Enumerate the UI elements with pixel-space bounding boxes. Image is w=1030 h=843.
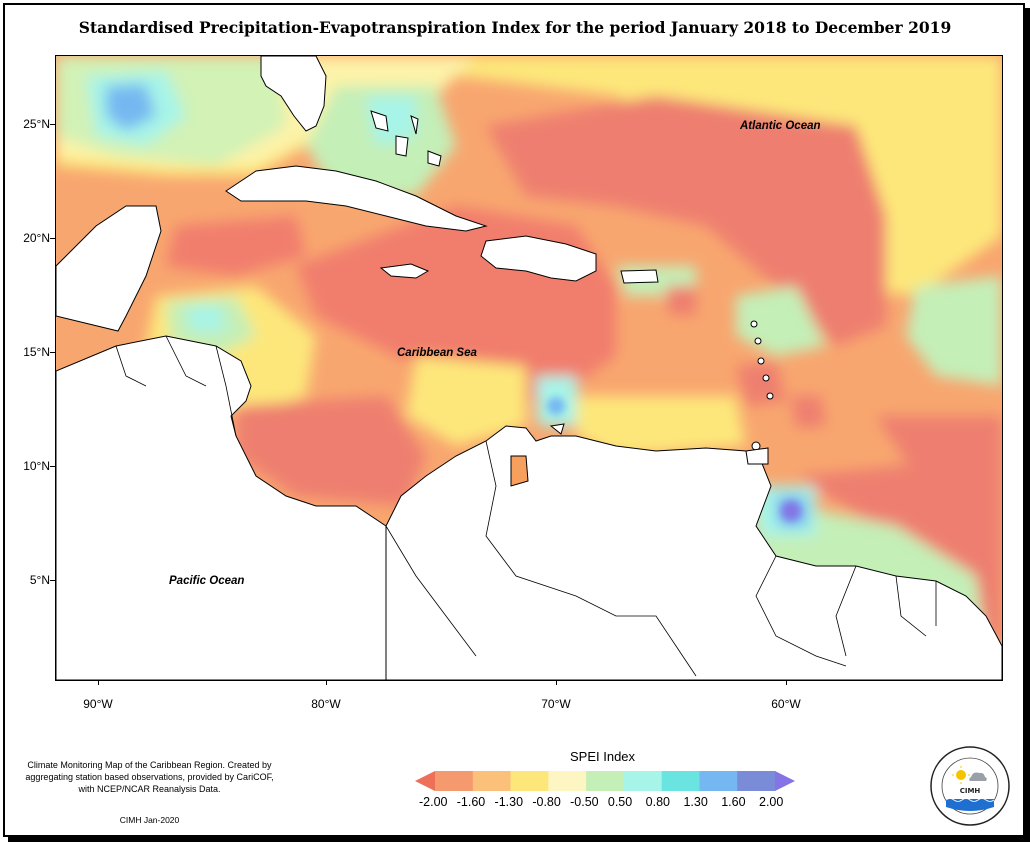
legend-swatch — [548, 771, 587, 791]
lat-label: 5°N — [29, 573, 50, 587]
lat-label: 10°N — [23, 459, 50, 473]
legend-swatch — [415, 771, 435, 791]
svg-text:CIMH: CIMH — [960, 787, 981, 795]
lat-tick — [50, 580, 55, 581]
caribbean-sea-label: Caribbean Sea — [397, 347, 477, 359]
legend-colorbar — [415, 771, 795, 791]
land-masses — [56, 56, 1002, 680]
lat-tick — [50, 466, 55, 467]
map-title: Standardised Precipitation-Evapotranspir… — [78, 18, 952, 37]
legend-swatch — [510, 771, 549, 791]
spei-contours — [56, 56, 1002, 668]
credits-date: CIMH Jan-2020 — [119, 815, 180, 825]
legend-swatch — [661, 771, 700, 791]
lon-tick — [98, 680, 99, 685]
legend-break-label: -2.00 — [419, 795, 448, 809]
legend-swatch — [586, 771, 625, 791]
legend-break-label: 0.80 — [645, 795, 670, 809]
lon-tick — [326, 680, 327, 685]
atlantic-ocean-label: Atlantic Ocean — [740, 120, 821, 132]
lon-label: 60°W — [771, 697, 801, 711]
lat-label: 25°N — [23, 117, 50, 131]
country-borders — [115, 335, 937, 677]
pacific-ocean-label: Pacific Ocean — [169, 575, 245, 587]
lat-label: 20°N — [23, 231, 50, 245]
legend-swatch — [435, 771, 474, 791]
legend-swatch — [775, 771, 795, 791]
legend-break-label: 1.30 — [683, 795, 708, 809]
credits-text: Climate Monitoring Map of the Caribbean … — [25, 760, 274, 794]
legend-break-label: 0.50 — [607, 795, 633, 809]
cimh-logo: CIMH — [930, 746, 1010, 826]
legend-break-label: -0.50 — [570, 795, 599, 809]
legend-break-label: 2.00 — [759, 795, 784, 809]
lat-tick — [50, 352, 55, 353]
lon-tick — [556, 680, 557, 685]
legend-swatch — [699, 771, 738, 791]
lon-label: 90°W — [83, 697, 113, 711]
legend-break-label: 1.60 — [721, 795, 746, 809]
legend-swatch — [737, 771, 776, 791]
legend-break-label: -0.80 — [532, 795, 561, 809]
legend-swatch — [472, 771, 512, 791]
legend-break-label: -1.60 — [456, 795, 486, 809]
lat-tick — [50, 124, 55, 125]
lat-label: 15°N — [23, 345, 50, 359]
lon-tick — [786, 680, 787, 685]
legend-break-label: -1.30 — [494, 795, 524, 809]
lon-label: 70°W — [541, 697, 571, 711]
legend-swatch — [623, 771, 663, 791]
lon-label: 80°W — [311, 697, 341, 711]
spei-map — [56, 56, 1002, 680]
legend-title: SPEI Index — [570, 749, 636, 764]
map-area — [55, 55, 1003, 681]
lat-tick — [50, 238, 55, 239]
